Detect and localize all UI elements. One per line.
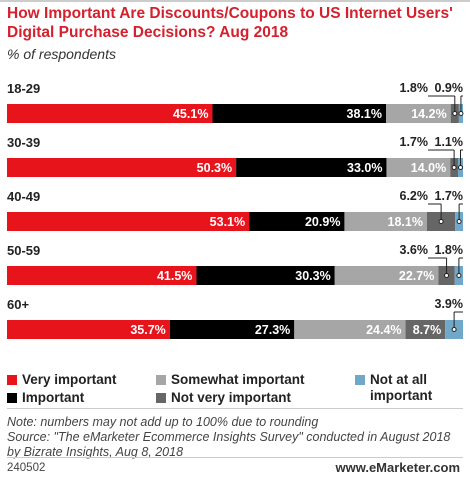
category-label-18-29: 18-29 bbox=[7, 81, 40, 96]
legend-label-important: Important bbox=[22, 390, 85, 405]
note-text: Note: numbers may not add up to 100% due… bbox=[7, 415, 319, 429]
value-label-important-60: 27.3% bbox=[255, 323, 290, 337]
bar-important-40-49 bbox=[249, 212, 345, 231]
bar-important-18-29 bbox=[212, 104, 387, 123]
leader-dot-not-at-all-50-59 bbox=[456, 273, 462, 278]
callout-not-very-important-18-29: 1.8% bbox=[400, 81, 429, 95]
bar-very-important-40-49 bbox=[7, 212, 250, 231]
source-text: Source: "The eMarketer Ecommerce Insight… bbox=[7, 430, 451, 459]
legend-swatch-somewhat-important bbox=[156, 375, 166, 385]
legend-label-not-at-all-important: Not at all important bbox=[370, 372, 433, 403]
callout-not-at-all-important-50-59: 1.8% bbox=[435, 243, 464, 257]
legend-swatch-not-at-all-important bbox=[355, 375, 365, 385]
chart-id: 240502 bbox=[7, 462, 46, 474]
value-label-important-50-59: 30.3% bbox=[295, 269, 330, 283]
value-label-somewhat-important-40-49: 18.1% bbox=[388, 215, 423, 229]
bar-important-60 bbox=[169, 320, 295, 339]
legend-swatch-not-very-important bbox=[156, 393, 166, 403]
value-label-very-important-50-59: 41.5% bbox=[157, 269, 192, 283]
leader-dot-not-very-40-49 bbox=[438, 219, 444, 224]
value-label-important-40-49: 20.9% bbox=[305, 215, 340, 229]
value-label-not-very-important-60: 8.7% bbox=[413, 323, 442, 337]
top-rule bbox=[0, 0, 470, 2]
category-label-40-49: 40-49 bbox=[7, 189, 40, 204]
footer-divider bbox=[7, 457, 463, 458]
callout-not-at-all-important-60: 3.9% bbox=[435, 297, 464, 311]
leader-dot-not-at-all-18-29 bbox=[458, 111, 464, 116]
legend-label-very-important: Very important bbox=[22, 372, 117, 387]
bar-very-important-60 bbox=[7, 320, 170, 339]
value-label-very-important-60: 35.7% bbox=[130, 323, 165, 337]
legend-label-somewhat-important: Somewhat important bbox=[171, 372, 305, 387]
bar-somewhat-important-50-59 bbox=[334, 266, 439, 285]
value-label-somewhat-important-18-29: 14.2% bbox=[411, 107, 446, 121]
category-label-60: 60+ bbox=[7, 297, 29, 312]
legend-label-not-very-important: Not very important bbox=[171, 390, 292, 405]
bar-very-important-18-29 bbox=[7, 104, 213, 123]
leader-dot-not-at-all-40-49 bbox=[456, 219, 462, 224]
callout-not-very-important-50-59: 3.6% bbox=[400, 243, 429, 257]
leader-dot-not-very-50-59 bbox=[444, 273, 450, 278]
callout-not-very-important-30-39: 1.7% bbox=[400, 135, 429, 149]
category-label-30-39: 30-39 bbox=[7, 135, 40, 150]
leader-dot-not-at-all-60 bbox=[451, 327, 457, 332]
callout-not-very-important-40-49: 6.2% bbox=[400, 189, 429, 203]
value-label-important-30-39: 33.0% bbox=[347, 161, 382, 175]
bar-somewhat-important-60 bbox=[294, 320, 406, 339]
stacked-bar-chart: 18-29 45.1% 38.1% 14.2% 0.9% 1.8% 30-39 50.3% 33… bbox=[7, 81, 464, 339]
chart-notes: Note: numbers may not add up to 100% due… bbox=[7, 415, 463, 460]
callout-not-at-all-important-18-29: 0.9% bbox=[435, 81, 464, 95]
leader-dot-not-at-all-30-39 bbox=[457, 165, 463, 170]
value-label-important-18-29: 38.1% bbox=[347, 107, 382, 121]
category-label-50-59: 50-59 bbox=[7, 243, 40, 258]
chart-title: How Important Are Discounts/Coupons to U… bbox=[7, 5, 453, 41]
leader-dot-not-very-30-39 bbox=[451, 165, 457, 170]
legend-swatch-very-important bbox=[7, 375, 17, 385]
bar-important-50-59 bbox=[196, 266, 335, 285]
bar-very-important-30-39 bbox=[7, 158, 237, 177]
leader-dot-not-very-18-29 bbox=[452, 111, 458, 116]
value-label-very-important-18-29: 45.1% bbox=[173, 107, 208, 121]
bar-somewhat-important-30-39 bbox=[386, 158, 451, 177]
value-label-very-important-40-49: 53.1% bbox=[210, 215, 245, 229]
value-label-somewhat-important-30-39: 14.0% bbox=[411, 161, 446, 175]
brand-link[interactable]: www.eMarketer.com bbox=[335, 460, 460, 475]
callout-not-at-all-important-40-49: 1.7% bbox=[435, 189, 464, 203]
bar-important-30-39 bbox=[236, 158, 387, 177]
value-label-very-important-30-39: 50.3% bbox=[197, 161, 232, 175]
bar-somewhat-important-18-29 bbox=[386, 104, 451, 123]
chart-subtitle: % of respondents bbox=[7, 46, 116, 62]
legend-divider bbox=[7, 408, 463, 409]
brand-text: www.eMarketer.com bbox=[335, 460, 460, 475]
bar-not-very-important-60 bbox=[405, 320, 446, 339]
bar-somewhat-important-40-49 bbox=[344, 212, 427, 231]
callout-not-at-all-important-30-39: 1.1% bbox=[435, 135, 464, 149]
legend-swatch-important bbox=[7, 393, 17, 403]
value-label-somewhat-important-50-59: 22.7% bbox=[399, 269, 434, 283]
value-label-somewhat-important-60: 24.4% bbox=[366, 323, 401, 337]
bar-very-important-50-59 bbox=[7, 266, 197, 285]
